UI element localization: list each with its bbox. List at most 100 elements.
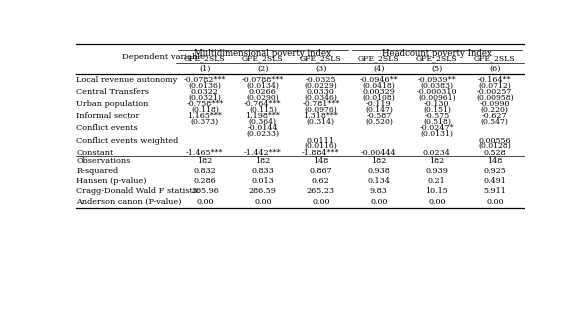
Text: (0.547): (0.547)	[481, 118, 509, 126]
Text: 0.0330: 0.0330	[307, 88, 335, 96]
Text: Headcount poverty Index: Headcount poverty Index	[382, 49, 491, 58]
Text: -0.758***: -0.758***	[186, 100, 223, 108]
Text: 0.0322: 0.0322	[191, 88, 219, 96]
Text: 148: 148	[313, 157, 328, 165]
Text: GFE_2SLS: GFE_2SLS	[300, 55, 342, 63]
Text: 0.491: 0.491	[483, 177, 506, 185]
Text: (0.0233): (0.0233)	[247, 130, 279, 138]
Text: 0.0266: 0.0266	[249, 88, 277, 96]
Text: (0.364): (0.364)	[249, 118, 277, 126]
Text: Central Transfers: Central Transfers	[76, 88, 149, 96]
Text: Informal sector: Informal sector	[76, 112, 140, 120]
Text: (0.0229): (0.0229)	[304, 82, 337, 90]
Text: 182: 182	[429, 157, 444, 165]
Text: -0.764***: -0.764***	[244, 100, 282, 108]
Text: (2): (2)	[257, 65, 269, 73]
Text: Urban population: Urban population	[76, 100, 149, 108]
Text: (6): (6)	[489, 65, 501, 73]
Text: Conflict events weighted: Conflict events weighted	[76, 137, 179, 144]
Text: 0.013: 0.013	[251, 177, 274, 185]
Text: (0.0976): (0.0976)	[304, 106, 337, 114]
Text: Observations: Observations	[76, 157, 131, 165]
Text: 0.134: 0.134	[367, 177, 390, 185]
Text: 0.0234: 0.0234	[423, 149, 451, 156]
Text: 182: 182	[255, 157, 271, 165]
Text: (0.147): (0.147)	[365, 106, 393, 114]
Text: 1.318***: 1.318***	[303, 112, 338, 120]
Text: 305.96: 305.96	[191, 187, 219, 196]
Text: (0.00958): (0.00958)	[476, 94, 514, 102]
Text: -1.884***: -1.884***	[302, 149, 340, 156]
Text: -1.442***: -1.442***	[244, 149, 282, 156]
Text: Conflict events: Conflict events	[76, 125, 138, 132]
Text: (5): (5)	[431, 65, 442, 73]
Text: -0.130: -0.130	[424, 100, 449, 108]
Text: GFE_2SLS: GFE_2SLS	[358, 55, 400, 63]
Text: (0.0321): (0.0321)	[188, 94, 222, 102]
Text: -0.000310: -0.000310	[417, 88, 457, 96]
Text: (0.0383): (0.0383)	[420, 82, 454, 90]
Text: (0.0290): (0.0290)	[247, 94, 279, 102]
Text: 1.165***: 1.165***	[188, 112, 222, 120]
Text: 0.938: 0.938	[367, 168, 390, 175]
Text: 0.528: 0.528	[483, 149, 506, 156]
Text: 0.925: 0.925	[483, 168, 506, 175]
Text: Multidimensional poverty index: Multidimensional poverty index	[194, 49, 331, 58]
Text: 0.00: 0.00	[196, 198, 213, 205]
Text: (4): (4)	[373, 65, 385, 73]
Text: 0.0111: 0.0111	[307, 137, 335, 144]
Text: Local revenue autonomy: Local revenue autonomy	[76, 76, 178, 84]
Text: 0.00329: 0.00329	[363, 88, 395, 96]
Text: (0.151): (0.151)	[423, 106, 451, 114]
Text: -0.781***: -0.781***	[302, 100, 339, 108]
Text: 148: 148	[487, 157, 503, 165]
Text: -0.575: -0.575	[424, 112, 449, 120]
Text: (0.0712): (0.0712)	[479, 82, 511, 90]
Text: (0.0131): (0.0131)	[420, 130, 453, 138]
Text: (3): (3)	[315, 65, 326, 73]
Text: 0.286: 0.286	[194, 177, 216, 185]
Text: (0.0108): (0.0108)	[363, 94, 395, 102]
Text: -0.587: -0.587	[366, 112, 391, 120]
Text: -0.00444: -0.00444	[361, 149, 396, 156]
Text: Anderson canon (P-value): Anderson canon (P-value)	[76, 198, 182, 205]
Text: -0.00257: -0.00257	[477, 88, 512, 96]
Text: 0.867: 0.867	[310, 168, 332, 175]
Text: 0.00556: 0.00556	[479, 137, 511, 144]
Text: -0.119: -0.119	[366, 100, 392, 108]
Text: 0.00: 0.00	[486, 198, 504, 205]
Text: (0.373): (0.373)	[191, 118, 219, 126]
Text: -0.0939**: -0.0939**	[417, 76, 456, 84]
Text: GFE_2SLS: GFE_2SLS	[416, 55, 458, 63]
Text: GFE_2SLS: GFE_2SLS	[474, 55, 516, 63]
Text: Cragg-Donald Wald F statistic: Cragg-Donald Wald F statistic	[76, 187, 201, 196]
Text: R-squared: R-squared	[76, 168, 118, 175]
Text: Constant: Constant	[76, 149, 114, 156]
Text: -0.0782***: -0.0782***	[184, 76, 226, 84]
Text: (0.0346): (0.0346)	[304, 94, 338, 102]
Text: (0.0134): (0.0134)	[247, 82, 279, 90]
Text: -0.164**: -0.164**	[478, 76, 512, 84]
Text: (0.00961): (0.00961)	[418, 94, 456, 102]
Text: 5.911: 5.911	[483, 187, 506, 196]
Text: GFE_2SLS: GFE_2SLS	[242, 55, 284, 63]
Text: 182: 182	[371, 157, 387, 165]
Text: 0.939: 0.939	[426, 168, 448, 175]
Text: 265.23: 265.23	[307, 187, 335, 196]
Text: (1): (1)	[199, 65, 210, 73]
Text: 9.83: 9.83	[370, 187, 388, 196]
Text: -0.0325: -0.0325	[305, 76, 336, 84]
Text: (0.0116): (0.0116)	[304, 142, 337, 150]
Text: -0.0990: -0.0990	[480, 100, 510, 108]
Text: Hansen (p-value): Hansen (p-value)	[76, 177, 147, 185]
Text: (0.220): (0.220)	[481, 106, 509, 114]
Text: 0.62: 0.62	[312, 177, 330, 185]
Text: -0.0247*: -0.0247*	[420, 125, 454, 132]
Text: Dependent variable: Dependent variable	[122, 53, 205, 61]
Text: GFE_2SLS: GFE_2SLS	[184, 55, 226, 63]
Text: 0.832: 0.832	[194, 168, 216, 175]
Text: -1.465***: -1.465***	[186, 149, 224, 156]
Text: -0.0144: -0.0144	[248, 125, 278, 132]
Text: 0.00: 0.00	[254, 198, 272, 205]
Text: (0.0128): (0.0128)	[479, 142, 511, 150]
